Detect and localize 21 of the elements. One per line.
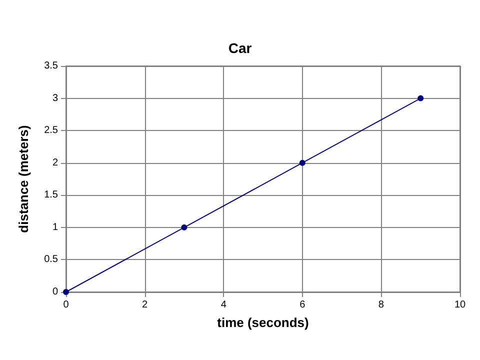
y-tick-label: 0: [52, 286, 58, 298]
x-tick-label: 4: [220, 300, 227, 310]
y-tick-label: 2.5: [44, 125, 58, 136]
point: [181, 224, 188, 230]
y-tick-label: 0.5: [44, 254, 58, 266]
chart-title: Car: [228, 40, 252, 56]
x-tick-label: 8: [378, 300, 384, 310]
y-tick-label: 1: [52, 222, 58, 233]
x-tick-label: 0: [63, 300, 70, 310]
point: [63, 289, 69, 295]
point: [418, 95, 424, 102]
y-tick-label: 2: [52, 157, 58, 168]
x-axis-title: time (seconds): [217, 315, 309, 330]
y-tick-label: 1.5: [44, 190, 58, 201]
y-tick-label: 3: [52, 92, 58, 104]
point: [299, 160, 306, 166]
x-tick-label: 10: [454, 300, 466, 310]
y-axis-title: distance (meters): [16, 125, 31, 233]
x-tick-label: 6: [300, 300, 306, 310]
y-tick-label: 3.5: [44, 60, 58, 72]
x-tick-label: 2: [142, 300, 148, 310]
